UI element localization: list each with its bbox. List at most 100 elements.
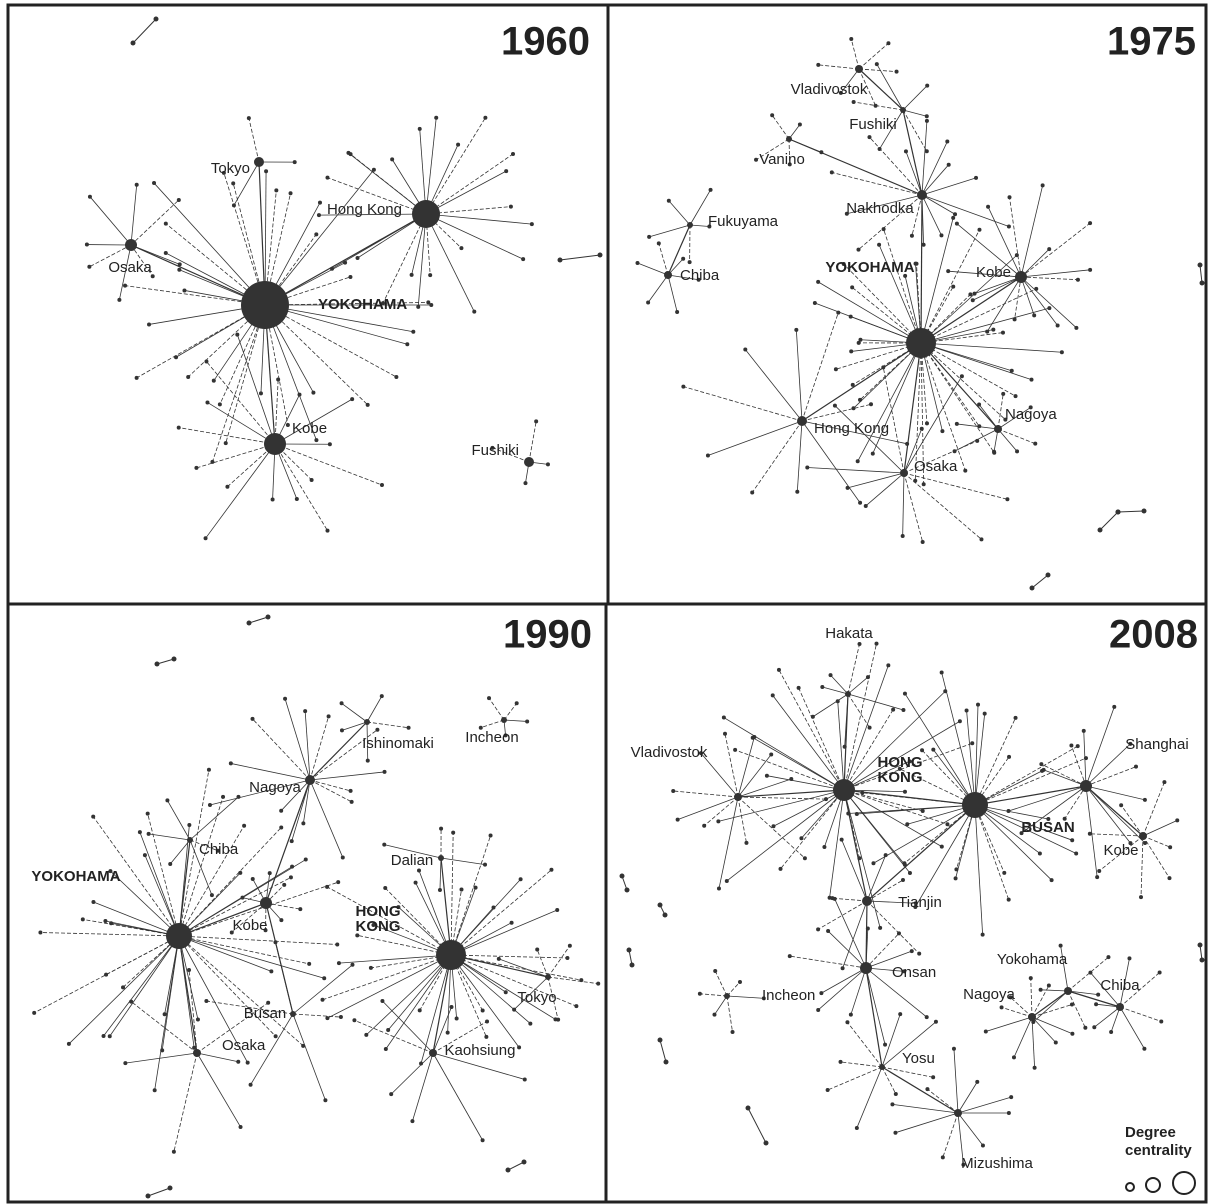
leaf-node — [893, 1130, 898, 1135]
edge — [974, 804, 1073, 841]
leaf-node — [845, 485, 850, 490]
leaf-node — [557, 257, 563, 263]
leaf-node — [1011, 1055, 1016, 1060]
leaf-node — [761, 996, 766, 1001]
edge — [503, 719, 528, 722]
edge — [1060, 945, 1069, 992]
edge — [326, 886, 452, 956]
leaf-node — [205, 400, 210, 405]
leaf-node — [816, 62, 821, 67]
edge — [125, 285, 266, 306]
leaf-node — [101, 1034, 106, 1039]
leaf-node — [160, 1048, 165, 1053]
hub-edge — [130, 244, 266, 306]
edge — [1110, 1006, 1121, 1033]
edge — [264, 304, 408, 345]
edge — [843, 789, 906, 866]
leaf-node — [91, 899, 96, 904]
leaf-node — [939, 670, 944, 675]
leaf-node — [336, 961, 341, 966]
legend-title: Degree — [1125, 1124, 1176, 1141]
edge — [178, 935, 304, 1047]
hub-edge — [1067, 990, 1121, 1008]
edge — [737, 796, 806, 859]
leaf-node — [977, 402, 982, 407]
leaf-node — [964, 708, 969, 713]
edge — [667, 274, 678, 313]
edge — [840, 1061, 883, 1068]
edge — [1096, 1003, 1121, 1008]
leaf-node — [279, 918, 284, 923]
leaf-node — [921, 242, 926, 247]
edge — [972, 276, 1022, 301]
edge — [1085, 766, 1137, 787]
leaf-node — [1013, 394, 1018, 399]
leaf-node — [368, 965, 373, 970]
leaf-node — [857, 642, 862, 647]
edge — [292, 1013, 326, 1101]
leaf-node — [920, 748, 925, 753]
edge — [1117, 510, 1145, 513]
leaf-node — [745, 1105, 751, 1111]
leaf-node — [647, 234, 652, 239]
leaf-node — [176, 197, 181, 202]
hub-node — [187, 837, 193, 843]
edge — [847, 643, 860, 695]
edge — [178, 935, 199, 1020]
leaf-node — [142, 853, 147, 858]
edge — [920, 342, 995, 453]
leaf-node — [829, 170, 834, 175]
edge — [865, 967, 886, 1045]
leaf-node — [1003, 417, 1008, 422]
leaf-node — [1074, 851, 1079, 856]
leaf-node — [380, 301, 385, 306]
edge — [846, 194, 923, 215]
edge — [1020, 248, 1050, 278]
edge — [847, 472, 905, 489]
edge — [865, 967, 927, 1018]
leaf-node — [951, 215, 956, 220]
edge — [209, 779, 311, 806]
leaf-node — [487, 696, 492, 701]
leaf-node — [921, 482, 926, 487]
edge — [857, 342, 922, 462]
leaf-node — [556, 1017, 561, 1022]
edge — [130, 244, 154, 277]
edge — [751, 420, 803, 493]
edge — [167, 800, 191, 841]
hub-node — [900, 107, 906, 113]
leaf-node — [596, 981, 601, 986]
edge — [1119, 1006, 1145, 1049]
edge — [902, 109, 927, 117]
leaf-node — [365, 758, 370, 763]
hub-node — [687, 222, 693, 228]
leaf-node — [898, 1012, 903, 1017]
edge — [144, 854, 180, 937]
node-label: Hakata — [825, 625, 873, 642]
hub-node — [664, 271, 672, 279]
hub-edge — [1031, 990, 1069, 1018]
hub-edge — [265, 779, 311, 904]
leaf-node — [311, 390, 316, 395]
leaf-node — [1059, 350, 1064, 355]
edge — [948, 270, 1022, 278]
edge — [178, 935, 195, 1048]
node-label: Tokyo — [211, 160, 250, 177]
node-label: HONG — [356, 903, 401, 920]
leaf-node — [349, 799, 354, 804]
edge — [559, 254, 601, 261]
leaf-node — [521, 1159, 527, 1165]
edge — [274, 443, 328, 531]
hub-edge — [974, 785, 1087, 806]
leaf-node — [977, 424, 982, 429]
leaf-node — [1000, 330, 1005, 335]
leaf-node — [565, 955, 570, 960]
edge — [417, 213, 427, 307]
leaf-node — [832, 403, 837, 408]
leaf-node — [858, 500, 863, 505]
leaf-node — [913, 904, 918, 909]
leaf-node — [1033, 441, 1038, 446]
edge — [920, 342, 1012, 372]
leaf-node — [1092, 1025, 1097, 1030]
leaf-node — [1032, 1065, 1037, 1070]
